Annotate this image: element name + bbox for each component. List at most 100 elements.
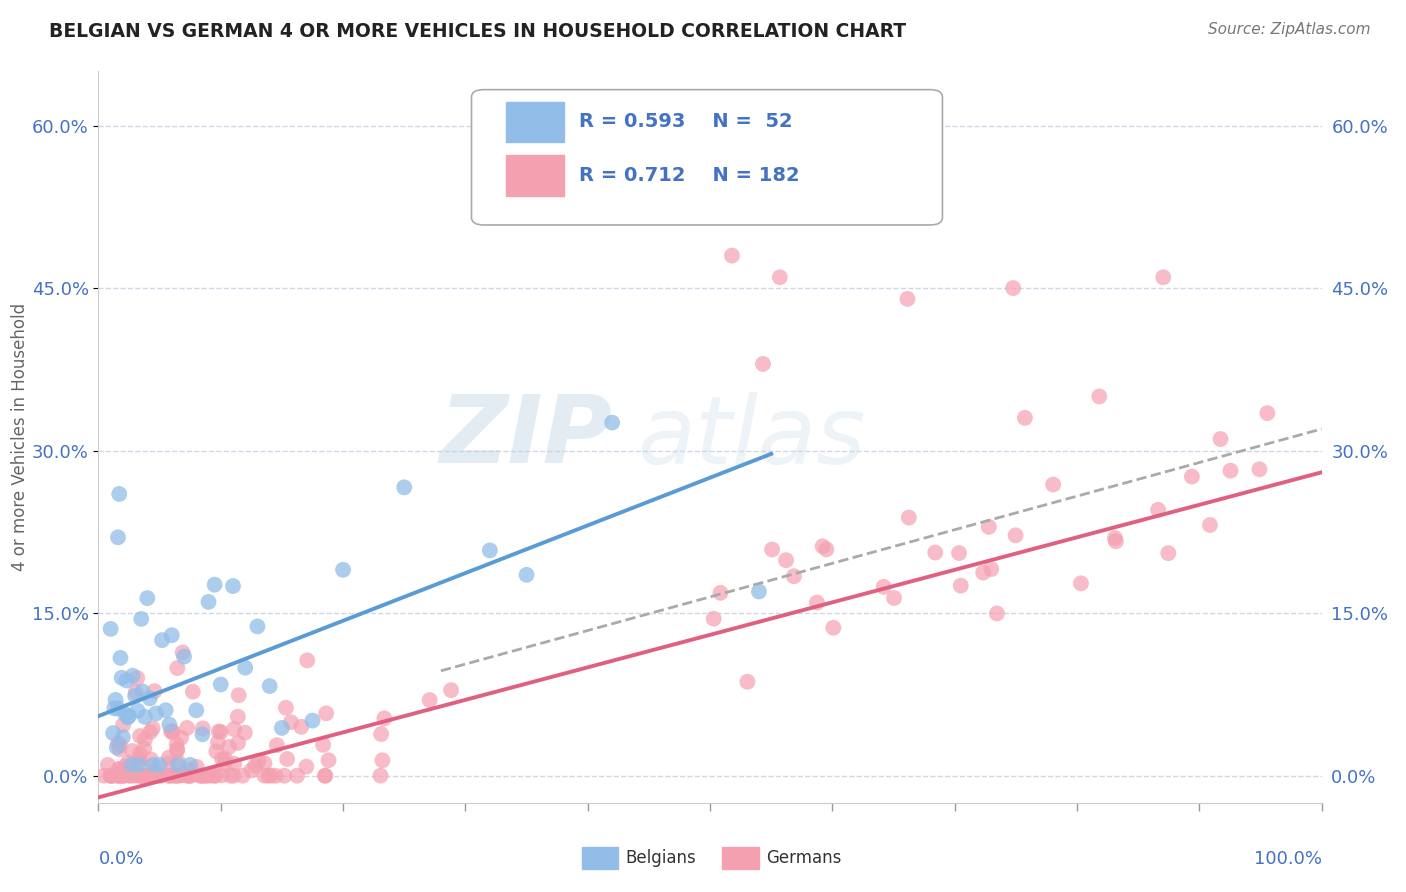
- Point: [972, 566, 994, 580]
- Point: [211, 768, 233, 782]
- Point: [224, 756, 246, 771]
- Point: [157, 769, 180, 783]
- Point: [162, 725, 184, 739]
- Point: [118, 764, 141, 778]
- Point: [253, 756, 276, 771]
- Point: [370, 727, 392, 741]
- Point: [200, 769, 222, 783]
- Point: [112, 769, 135, 783]
- Point: [103, 769, 125, 783]
- Point: [290, 720, 312, 734]
- Point: [285, 769, 308, 783]
- Point: [127, 671, 149, 685]
- Point: [253, 769, 276, 783]
- Text: atlas: atlas: [637, 392, 865, 483]
- Point: [191, 722, 214, 736]
- Point: [143, 769, 166, 783]
- Point: [160, 724, 183, 739]
- Point: [157, 717, 180, 731]
- Point: [1004, 528, 1026, 542]
- Point: [134, 741, 156, 756]
- Point: [1042, 477, 1064, 491]
- Point: [101, 726, 124, 740]
- Point: [280, 715, 302, 730]
- Point: [600, 416, 623, 430]
- Point: [176, 721, 198, 735]
- Point: [260, 769, 283, 783]
- Point: [139, 725, 162, 739]
- Point: [197, 595, 219, 609]
- Point: [204, 769, 226, 783]
- Point: [110, 651, 132, 665]
- Point: [709, 586, 731, 600]
- Point: [948, 546, 970, 560]
- Point: [112, 769, 135, 783]
- Point: [108, 742, 131, 756]
- Point: [276, 752, 298, 766]
- Point: [264, 769, 287, 783]
- Point: [806, 596, 828, 610]
- Point: [703, 612, 725, 626]
- Point: [103, 701, 125, 715]
- Point: [149, 769, 172, 783]
- Point: [440, 683, 463, 698]
- Point: [195, 769, 218, 783]
- Point: [93, 769, 115, 783]
- Point: [811, 539, 834, 553]
- Point: [515, 567, 537, 582]
- Text: ZIP: ZIP: [439, 391, 612, 483]
- Point: [301, 714, 323, 728]
- Point: [233, 725, 256, 739]
- Point: [257, 769, 280, 783]
- Text: 100.0%: 100.0%: [1254, 850, 1322, 868]
- Point: [129, 729, 152, 743]
- Point: [180, 769, 202, 783]
- Point: [194, 769, 217, 783]
- Point: [177, 763, 200, 777]
- Point: [211, 752, 233, 766]
- Point: [228, 688, 250, 702]
- Point: [371, 753, 394, 767]
- Point: [142, 769, 165, 783]
- Point: [145, 706, 167, 721]
- Point: [177, 769, 200, 783]
- Point: [980, 562, 1002, 576]
- Point: [166, 661, 188, 675]
- Point: [1152, 270, 1174, 285]
- Point: [107, 736, 129, 750]
- Point: [370, 769, 392, 783]
- Point: [226, 709, 249, 723]
- Point: [1256, 406, 1278, 420]
- Point: [219, 769, 242, 783]
- Point: [332, 563, 354, 577]
- Point: [100, 622, 122, 636]
- Point: [188, 769, 211, 783]
- Point: [218, 739, 240, 754]
- Point: [112, 718, 135, 732]
- Point: [222, 579, 245, 593]
- Point: [266, 738, 288, 752]
- Point: [169, 768, 191, 782]
- Point: [108, 763, 131, 777]
- Point: [121, 669, 143, 683]
- Point: [142, 722, 165, 736]
- Point: [1199, 518, 1222, 533]
- Point: [114, 759, 136, 773]
- Point: [129, 747, 152, 761]
- Text: 0.0%: 0.0%: [98, 850, 143, 868]
- Point: [129, 612, 152, 626]
- Point: [160, 724, 183, 739]
- Point: [896, 292, 918, 306]
- Point: [145, 769, 167, 783]
- Point: [143, 684, 166, 698]
- Point: [157, 756, 180, 771]
- Point: [128, 752, 150, 766]
- Point: [721, 249, 744, 263]
- Point: [149, 769, 172, 783]
- Point: [105, 740, 128, 755]
- Point: [170, 768, 193, 782]
- Point: [157, 750, 180, 764]
- Point: [120, 757, 142, 772]
- Point: [111, 766, 134, 780]
- Point: [1209, 432, 1232, 446]
